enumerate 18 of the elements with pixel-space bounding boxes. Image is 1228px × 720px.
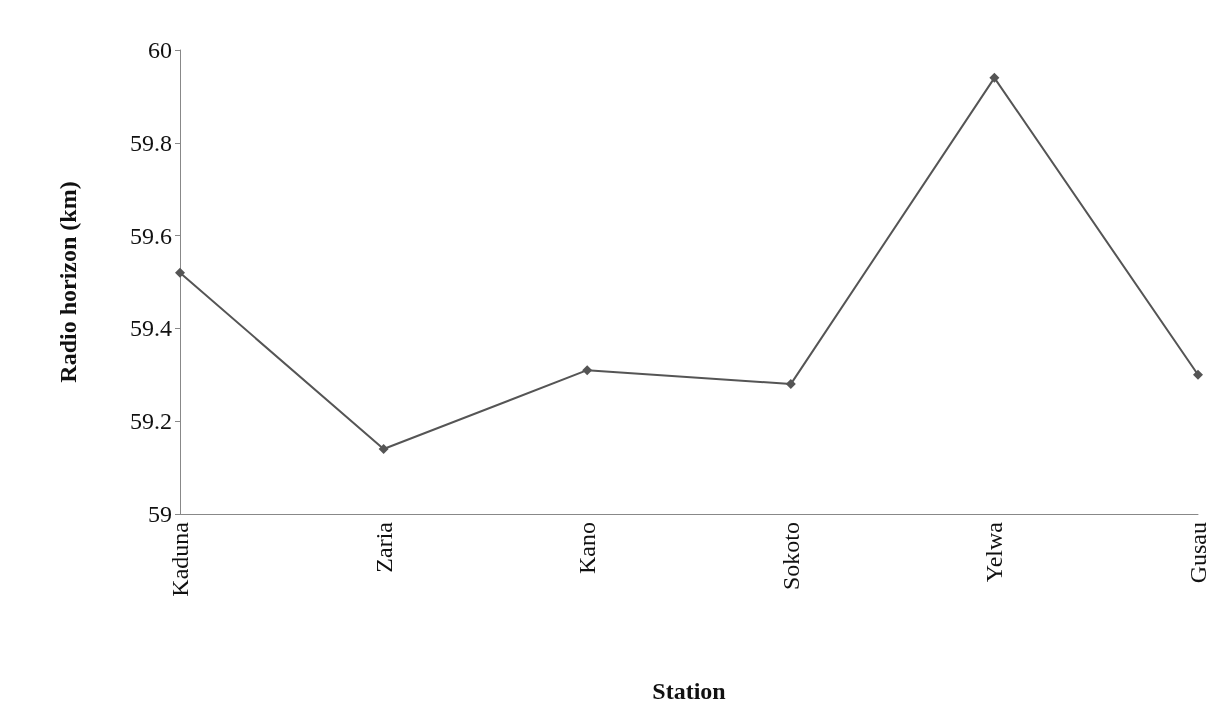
point bbox=[175, 267, 185, 278]
point bbox=[378, 444, 389, 455]
x-tick-label: Kano bbox=[574, 522, 601, 574]
y-tick-label: 59.4 bbox=[130, 315, 172, 342]
point bbox=[785, 379, 796, 390]
x-axis-title: Station bbox=[652, 678, 726, 704]
y-tick-label: 60 bbox=[148, 37, 172, 63]
point bbox=[989, 72, 1000, 83]
point bbox=[582, 365, 593, 376]
y-tick-label: 59.8 bbox=[130, 129, 172, 156]
x-tick-label: Sokoto bbox=[777, 522, 804, 591]
x-tick-label: Gusau bbox=[1185, 522, 1211, 584]
point bbox=[1193, 369, 1203, 380]
y-tick-label: 59.6 bbox=[130, 222, 172, 249]
x-tick-label: Yelwa bbox=[981, 521, 1008, 583]
x-tick-label: Zaria bbox=[370, 521, 397, 573]
y-axis-title: Radio horizon (km) bbox=[55, 181, 81, 383]
y-tick-label: 59.2 bbox=[130, 408, 172, 435]
